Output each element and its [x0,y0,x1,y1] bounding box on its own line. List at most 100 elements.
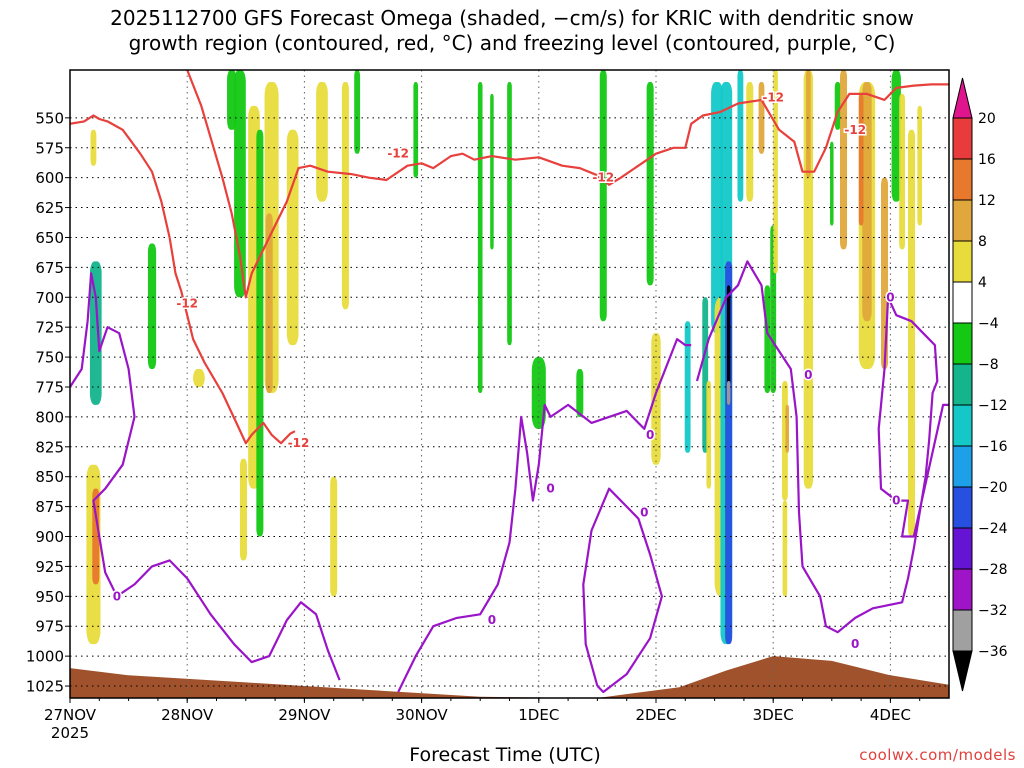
freezing-level-contour [70,272,341,681]
colorbar-swatch [952,322,973,365]
y-tick-label: 975 [35,618,64,636]
omega-patch [413,81,419,178]
y-tick-label: 675 [35,259,64,277]
omega-patch [531,357,546,429]
y-axis: 550 575 600 625 650 675 700 725 750 775 800 825 850 8… [26,109,70,696]
x-tick-label: 28NOV [161,706,214,724]
omega-patch [599,70,607,322]
omega-patch [477,81,483,393]
y-tick-label: 900 [35,528,64,546]
chart-title-line-1: 2025112700 GFS Forecast Omega (shaded, −… [110,6,914,30]
omega-patch [858,93,864,226]
y-tick-label: 925 [35,558,64,576]
y-tick-label: 625 [35,199,64,217]
colorbar-label: −20 [978,480,1008,496]
omega-patch [917,105,923,226]
chart-title-line-2: growth region (contoured, red, °C) and f… [128,31,896,55]
y-tick-label: 1000 [26,648,64,666]
contour-label: 0 [113,589,121,603]
surface-terrain-layer [70,656,949,698]
y-tick-label: 600 [35,169,64,187]
omega-patch [862,81,872,322]
colorbar-bottom-arrow [952,650,973,692]
omega-patch [147,243,157,370]
contour-label: -12 [592,171,614,185]
y-tick-label: 700 [35,289,64,307]
contour-label: 0 [892,494,900,508]
x-tick-label: 27NOV [44,706,97,724]
omega-patch [706,381,712,489]
colorbar-swatch [952,527,973,570]
contour-label: 0 [488,613,496,627]
contour-label: -12 [288,436,310,450]
contour-label: -12 [844,123,866,137]
omega-patch [830,141,834,226]
omega-patch [806,70,811,178]
freezing-level-contour [397,338,692,693]
omega-patch [341,81,349,310]
omega-patch [354,70,361,154]
contour-label: 0 [851,637,859,651]
colorbar-label: −32 [978,603,1008,619]
omega-patch [330,476,338,597]
colorbar-label: −36 [978,644,1008,660]
x-tick-label: 1DEC [518,706,559,724]
omega-patch [782,500,788,597]
contour-layer: -12 -12 -12 -12 -12 -12 0 0 0 0 0 0 0 0 0 [70,70,949,694]
y-tick-label: 850 [35,468,64,486]
omega-patch [239,458,247,561]
y-tick-label: 800 [35,408,64,426]
colorbar-swatch [952,240,973,283]
y-tick-label: 775 [35,378,64,396]
freezing-level-contour [582,487,663,694]
y-tick-label: 825 [35,438,64,456]
omega-patch [193,369,205,387]
omega-patch [651,333,661,465]
y-tick-label: 950 [35,588,64,606]
contour-label: 0 [546,482,554,496]
omega-patch [891,70,901,202]
omega-patch [726,285,731,405]
colorbar-swatch [952,486,973,529]
colorbar-swatch [952,199,973,242]
colorbar-label: 20 [978,111,996,127]
omega-patch [711,81,723,334]
omega-patch [576,369,584,417]
omega-patch [840,70,848,250]
colorbar-label: 16 [978,152,996,168]
colorbar-label: −8 [978,357,999,373]
contour-label: 0 [886,290,894,304]
omega-patch [286,129,299,346]
omega-patch [726,381,731,405]
y-tick-label: 575 [35,139,64,157]
omega-patch [92,488,100,585]
colorbar-swatch [952,117,973,160]
omega-patch [316,81,328,202]
omega-shading-layer [86,70,923,645]
colorbar-swatch [952,158,973,201]
colorbar-label: −28 [978,562,1008,578]
omega-patch [265,213,273,393]
colorbar-label: −24 [978,521,1008,537]
y-tick-label: 1025 [26,678,64,696]
surface-terrain [70,656,949,698]
contour-label: 0 [646,428,654,442]
omega-patch [89,261,102,405]
contour-label: -12 [176,296,198,310]
x-tick-label: 2DEC [635,706,676,724]
omega-patch [507,81,512,346]
contour-label: -12 [762,91,784,105]
omega-patch [256,129,264,537]
x-axis-title: Forecast Time (UTC) [409,744,601,766]
freezing-level-contour [695,260,949,634]
colorbar-label: −4 [978,316,999,332]
colorbar-label: 8 [978,234,987,250]
colorbar-swatch [952,281,973,324]
colorbar-swatch [952,363,973,406]
x-tick-label: 3DEC [753,706,794,724]
colorbar-swatch [952,445,973,488]
x-tick-sublabel: 2025 [51,724,89,742]
colorbar-swatch [952,609,973,652]
omega-patch [746,81,754,202]
